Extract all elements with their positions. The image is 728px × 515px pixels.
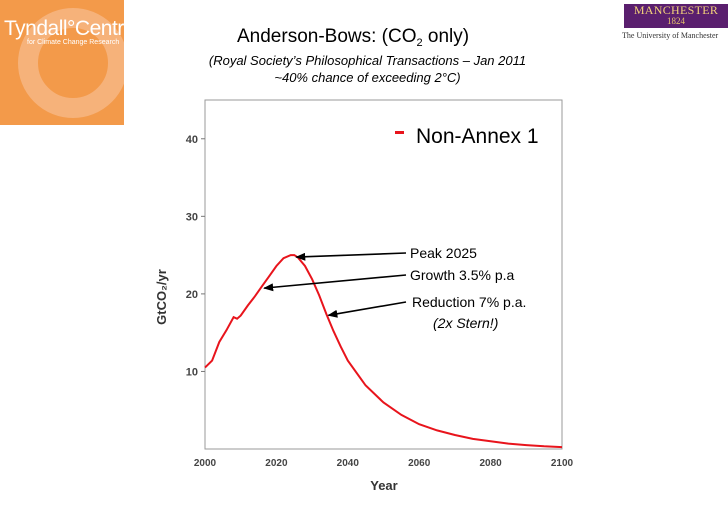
y-tick-label-20: 20 [186, 289, 198, 301]
legend-label: Non-Annex 1 [416, 125, 539, 148]
manchester-logo-year: 1824 [667, 16, 685, 26]
slide-title-main: Anderson-Bows: (CO [237, 26, 417, 47]
annotation-reduction: Reduction 7% p.a. [412, 294, 526, 310]
legend-swatch [395, 131, 404, 134]
series-line-non-annex-1 [204, 254, 563, 449]
tyndall-centre-logo: Tyndall°Centre for Climate Change Resear… [0, 0, 124, 125]
manchester-logo: MANCHESTER 1824 [624, 4, 728, 28]
annotation-growth: Growth 3.5% p.a [410, 267, 514, 283]
x-tick-label-2100: 2100 [551, 458, 574, 469]
annotation-arrow-2 [263, 274, 407, 292]
annotation-arrow-1 [295, 252, 407, 261]
x-tick-label-2060: 2060 [408, 458, 431, 469]
manchester-logo-sub: The University of Manchester [622, 31, 719, 40]
slide-subtitle: (Royal Society’s Philosophical Transacti… [180, 52, 555, 86]
annotation-stern: (2x Stern!) [433, 315, 498, 331]
x-tick-label-2000: 2000 [194, 458, 217, 469]
slide-title: Anderson-Bows: (CO2 only) [237, 26, 469, 49]
x-tick-label-2040: 2040 [337, 458, 360, 469]
x-axis-label: Year [370, 478, 397, 493]
y-tick-label-10: 10 [186, 366, 198, 378]
subtitle-line-2: ~40% chance of exceeding 2°C) [274, 70, 461, 85]
slide-title-end: only) [422, 26, 470, 47]
slide-title-subscript: 2 [416, 37, 423, 49]
y-tick-label-40: 40 [186, 134, 198, 146]
manchester-logo-word: MANCHESTER [633, 3, 719, 17]
x-tick-label-2020: 2020 [265, 458, 288, 469]
annotation-peak: Peak 2025 [410, 245, 477, 261]
y-axis-label: GtCO₂/yr [154, 269, 169, 325]
tyndall-logo-name: Tyndall°Centre [4, 17, 124, 40]
subtitle-line-1: (Royal Society’s Philosophical Transacti… [208, 53, 527, 68]
plot-area [204, 99, 563, 450]
y-tick-label-30: 30 [186, 211, 198, 223]
tyndall-logo-sub: for Climate Change Research [27, 39, 120, 46]
x-tick-label-2080: 2080 [479, 458, 502, 469]
annotation-arrow-3 [327, 301, 407, 318]
